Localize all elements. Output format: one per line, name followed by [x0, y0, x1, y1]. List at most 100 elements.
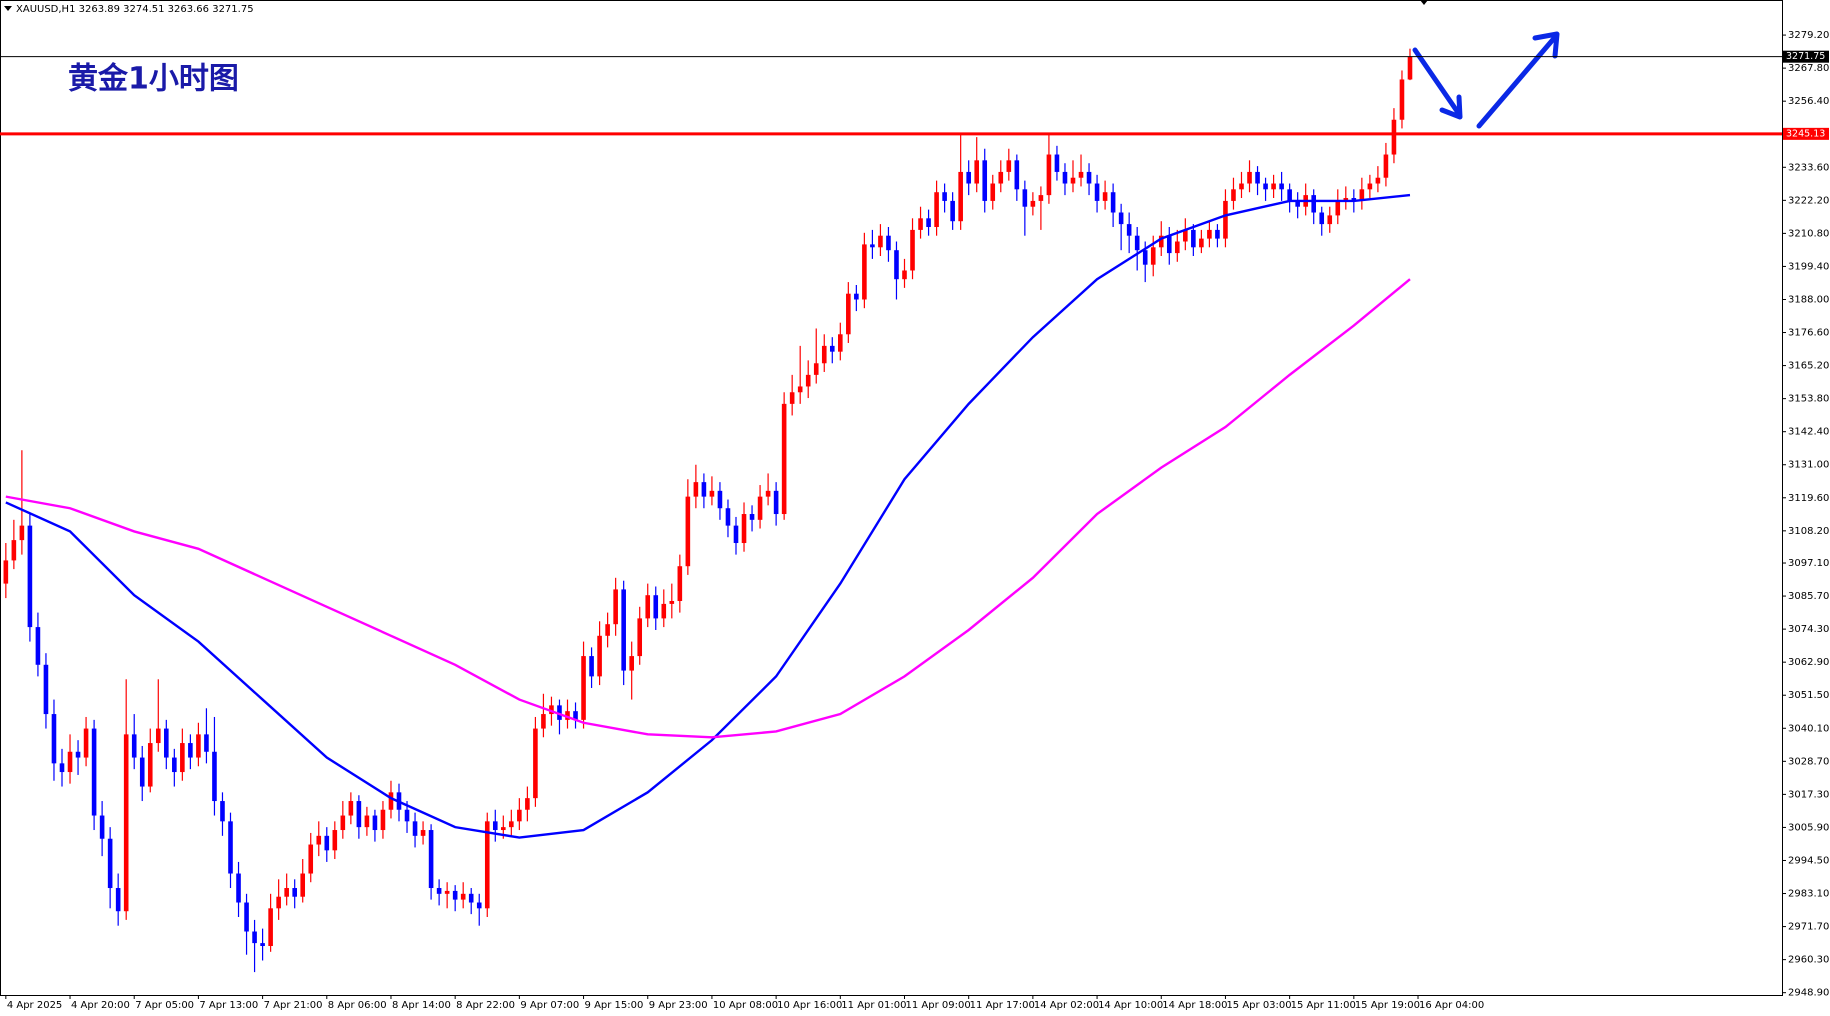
candle-body — [59, 763, 65, 773]
candle-body — [260, 943, 265, 947]
candle-body — [492, 821, 498, 831]
candle-body — [1158, 235, 1164, 248]
y-tick-label: 3108.20 — [1788, 526, 1829, 537]
candle-body — [789, 392, 795, 404]
candle-body — [436, 888, 442, 894]
candle-body — [589, 656, 594, 677]
plot-frame — [0, 0, 1783, 996]
x-tick-label: 7 Apr 13:00 — [199, 1000, 258, 1011]
y-tick-label: 3267.80 — [1788, 63, 1829, 74]
candle-body — [1150, 247, 1156, 265]
candle-body — [1375, 177, 1381, 184]
candle-body — [1110, 192, 1116, 213]
candle-body — [1391, 119, 1397, 155]
candle-body — [3, 560, 9, 584]
x-tick-label: 4 Apr 2025 — [7, 1000, 62, 1011]
candle-body — [1070, 177, 1076, 184]
candle-body — [990, 183, 996, 201]
candle-body — [468, 893, 474, 903]
candle-body — [501, 827, 506, 831]
candle-body — [509, 821, 514, 828]
y-tick-label: 3028.70 — [1788, 756, 1829, 767]
price-label-box — [1783, 50, 1829, 63]
candle-body — [1134, 235, 1140, 251]
y-tick-label: 3199.40 — [1788, 261, 1829, 272]
candle-body — [1239, 183, 1244, 190]
candle-body — [1038, 195, 1044, 201]
candle-body — [805, 374, 811, 387]
candle-body — [1207, 229, 1212, 239]
candle-body — [67, 751, 73, 773]
candle-body — [1086, 171, 1092, 184]
candle-body — [1078, 171, 1084, 178]
candle-body — [1183, 229, 1188, 242]
x-tick-label: 14 Apr 18:00 — [1162, 1000, 1227, 1011]
x-tick-label: 8 Apr 06:00 — [328, 1000, 387, 1011]
y-tick-label: 2994.50 — [1788, 855, 1829, 866]
y-tick-label: 3279.20 — [1788, 30, 1829, 41]
x-tick-label: 9 Apr 23:00 — [649, 1000, 708, 1011]
candle-body — [629, 656, 634, 671]
x-tick-label: 7 Apr 05:00 — [135, 1000, 194, 1011]
candle-body — [236, 873, 241, 903]
candle-body — [484, 821, 490, 909]
y-tick-label: 3222.20 — [1788, 195, 1829, 206]
candle-body — [637, 618, 643, 657]
candle-body — [1175, 241, 1180, 254]
y-tick-label: 3017.30 — [1788, 789, 1829, 800]
candle-body — [35, 627, 41, 665]
candle-body — [147, 743, 153, 787]
candle-body — [1383, 154, 1389, 178]
candle-body — [950, 200, 955, 222]
candle-body — [709, 490, 715, 497]
y-tick-label: 3142.40 — [1788, 427, 1829, 438]
candle-body — [894, 250, 899, 280]
candle-body — [910, 229, 915, 271]
price-label: 3245.13 — [1786, 128, 1825, 139]
y-tick-label: 3153.80 — [1788, 394, 1829, 405]
candle-body — [870, 244, 875, 248]
candle-body — [1271, 183, 1276, 190]
x-tick-label: 7 Apr 21:00 — [264, 1000, 323, 1011]
candle-body — [982, 160, 988, 201]
candle-body — [1287, 189, 1292, 201]
candle-body — [1231, 189, 1236, 201]
candle-body — [1094, 183, 1100, 201]
chart-title: 黄金1小时图 — [68, 62, 239, 97]
candle-body — [1327, 215, 1333, 225]
y-tick-label: 2960.30 — [1788, 955, 1829, 966]
candle-body — [1367, 183, 1373, 190]
header-icon — [4, 6, 12, 11]
x-tick-label: 14 Apr 02:00 — [1034, 1000, 1099, 1011]
y-tick-label: 3256.40 — [1788, 96, 1829, 107]
x-tick-label: 8 Apr 22:00 — [456, 1000, 515, 1011]
candle-body — [685, 496, 691, 567]
candle-body — [188, 743, 193, 758]
y-tick-label: 3062.90 — [1788, 657, 1829, 668]
candle-body — [1351, 198, 1357, 201]
candle-body — [164, 728, 169, 758]
x-tick-label: 11 Apr 09:00 — [905, 1000, 970, 1011]
candle-body — [669, 601, 675, 604]
candle-body — [533, 728, 538, 799]
candle-body — [107, 838, 113, 889]
price-label-box — [1783, 127, 1829, 140]
candle-body — [1311, 195, 1317, 213]
moving-average — [5, 193, 1411, 839]
candle-body — [541, 714, 546, 729]
candle-body — [1191, 229, 1196, 248]
candle-body — [613, 589, 618, 625]
candle-body — [1006, 160, 1012, 172]
candle-body — [83, 728, 89, 758]
candle-body — [27, 525, 33, 628]
candle-body — [653, 595, 659, 619]
candle-body — [557, 705, 562, 720]
y-tick-label: 3005.90 — [1788, 822, 1829, 833]
candle-body — [765, 490, 771, 497]
candle-body — [757, 496, 763, 520]
candle-body — [316, 835, 322, 845]
candle-body — [244, 902, 249, 932]
candle-body — [1407, 56, 1413, 80]
y-tick-label: 3119.60 — [1788, 493, 1829, 504]
candle-body — [886, 235, 891, 251]
